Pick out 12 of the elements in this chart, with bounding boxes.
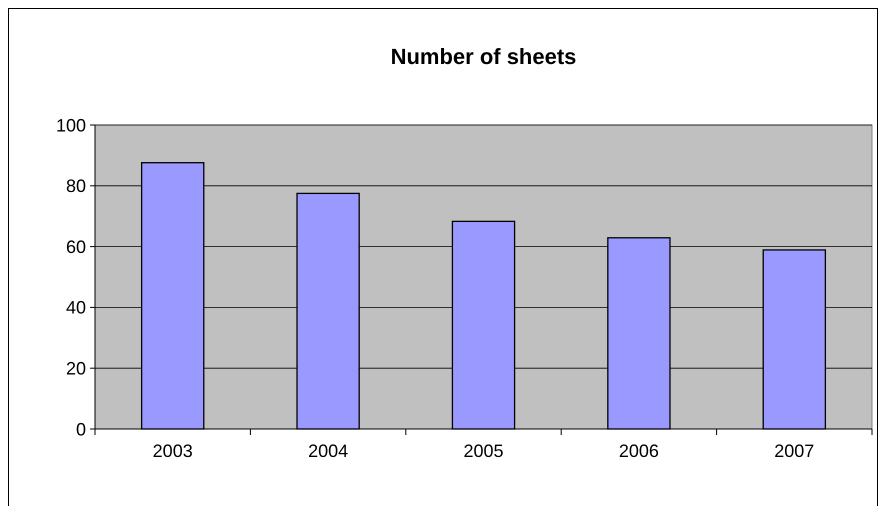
- y-tick-label: 60: [66, 236, 86, 257]
- x-tick-label: 2005: [463, 441, 504, 461]
- x-tick-label: 2003: [152, 441, 193, 461]
- x-tick-label: 2006: [618, 441, 659, 461]
- y-tick-label: 0: [76, 419, 86, 440]
- x-tick-label: 2007: [774, 441, 814, 461]
- y-tick-label: 100: [56, 115, 86, 136]
- y-tick-label: 40: [66, 298, 86, 318]
- x-tick-label: 2004: [308, 441, 348, 461]
- chart-title: Number of sheets: [390, 44, 576, 69]
- y-tick-label: 80: [66, 176, 86, 196]
- y-tick-label: 20: [66, 358, 86, 378]
